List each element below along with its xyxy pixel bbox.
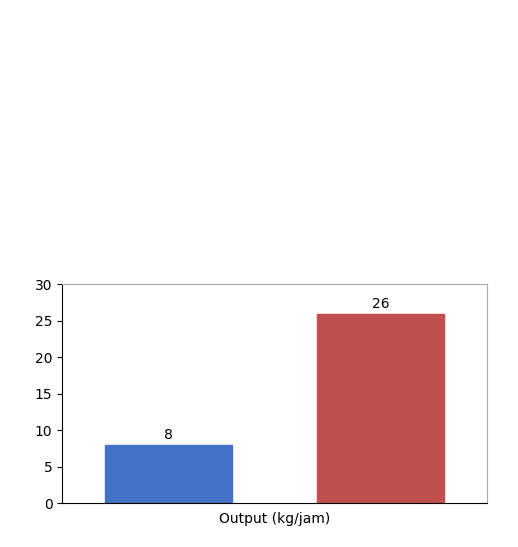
Text: 8: 8 [164, 428, 173, 442]
Text: 26: 26 [372, 296, 390, 311]
Bar [105, 445, 232, 503]
X-axis label: Output (kg/jam): Output (kg/jam) [219, 511, 330, 526]
Bar [317, 313, 444, 503]
